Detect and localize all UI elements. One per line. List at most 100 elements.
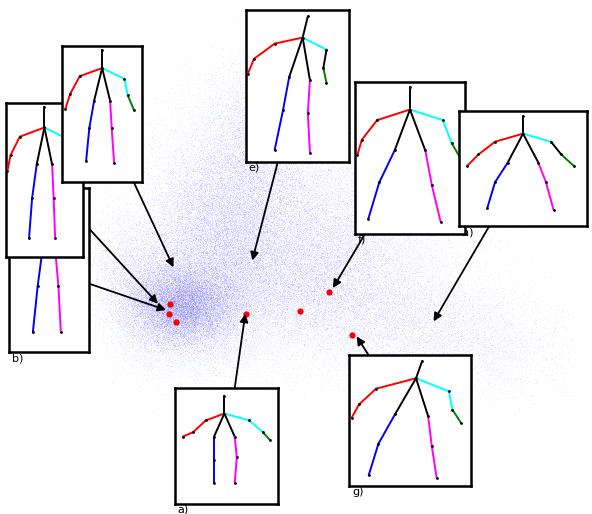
Point: [152, 338, 161, 346]
Point: [195, 296, 204, 304]
Point: [210, 272, 220, 281]
Point: [200, 207, 209, 215]
Point: [210, 234, 219, 242]
Point: [152, 301, 161, 309]
Point: [284, 227, 294, 235]
Point: [230, 150, 239, 158]
Point: [435, 331, 445, 339]
Point: [197, 170, 207, 178]
Point: [115, 273, 125, 282]
Point: [215, 147, 225, 155]
Point: [160, 324, 170, 332]
Point: [437, 208, 447, 216]
Point: [204, 306, 214, 314]
Point: [258, 126, 268, 135]
Point: [279, 284, 288, 292]
Point: [238, 126, 247, 134]
Point: [320, 280, 329, 288]
Point: [365, 316, 375, 324]
Point: [215, 299, 224, 307]
Point: [277, 171, 287, 179]
Point: [145, 143, 155, 152]
Point: [274, 97, 284, 105]
Point: [326, 209, 336, 217]
Point: [196, 289, 205, 298]
Point: [201, 303, 210, 311]
Point: [205, 179, 215, 188]
Point: [453, 336, 463, 344]
Point: [200, 335, 210, 343]
Point: [341, 333, 350, 341]
Point: [271, 188, 281, 196]
Point: [125, 251, 134, 260]
Point: [171, 309, 181, 317]
Point: [412, 239, 422, 247]
Point: [223, 227, 232, 235]
Point: [253, 77, 263, 85]
Point: [118, 303, 128, 311]
Point: [321, 68, 330, 76]
Point: [185, 257, 195, 265]
Point: [343, 214, 353, 222]
Point: [177, 205, 186, 213]
Point: [221, 267, 231, 275]
Point: [232, 205, 242, 213]
Point: [153, 314, 163, 322]
Point: [434, 310, 443, 319]
Point: [331, 321, 340, 329]
Point: [195, 322, 204, 330]
Point: [118, 235, 127, 243]
Point: [193, 208, 202, 216]
Point: [354, 191, 363, 199]
Point: [380, 372, 390, 380]
Point: [184, 299, 193, 307]
Point: [304, 229, 314, 237]
Point: [477, 362, 486, 371]
Point: [278, 278, 287, 286]
Point: [284, 207, 293, 215]
Point: [288, 247, 297, 255]
Point: [282, 338, 291, 346]
Point: [296, 199, 305, 208]
Point: [208, 324, 218, 333]
Point: [229, 248, 239, 256]
Point: [191, 289, 201, 297]
Point: [158, 245, 168, 253]
Point: [214, 199, 224, 207]
Point: [264, 98, 274, 106]
Point: [323, 253, 333, 262]
Point: [169, 264, 179, 272]
Point: [244, 101, 253, 109]
Point: [275, 85, 284, 94]
Point: [117, 367, 127, 375]
Point: [378, 341, 388, 350]
Point: [146, 347, 156, 355]
Point: [205, 265, 214, 273]
Point: [192, 302, 202, 310]
Point: [201, 299, 210, 307]
Point: [381, 181, 390, 189]
Point: [141, 298, 150, 306]
Point: [254, 255, 263, 263]
Point: [213, 220, 222, 228]
Point: [339, 327, 349, 336]
Point: [279, 248, 289, 256]
Point: [246, 314, 256, 322]
Point: [189, 326, 199, 335]
Point: [153, 318, 163, 326]
Point: [177, 281, 186, 289]
Point: [437, 323, 447, 331]
Point: [250, 255, 259, 263]
Point: [362, 274, 372, 283]
Point: [246, 246, 255, 254]
Point: [199, 278, 208, 286]
Point: [200, 274, 210, 283]
Point: [536, 356, 545, 364]
Point: [178, 291, 188, 300]
Point: [481, 309, 490, 317]
Point: [289, 199, 298, 207]
Point: [213, 296, 223, 304]
Point: [214, 248, 223, 256]
Point: [156, 299, 166, 307]
Point: [181, 248, 190, 256]
